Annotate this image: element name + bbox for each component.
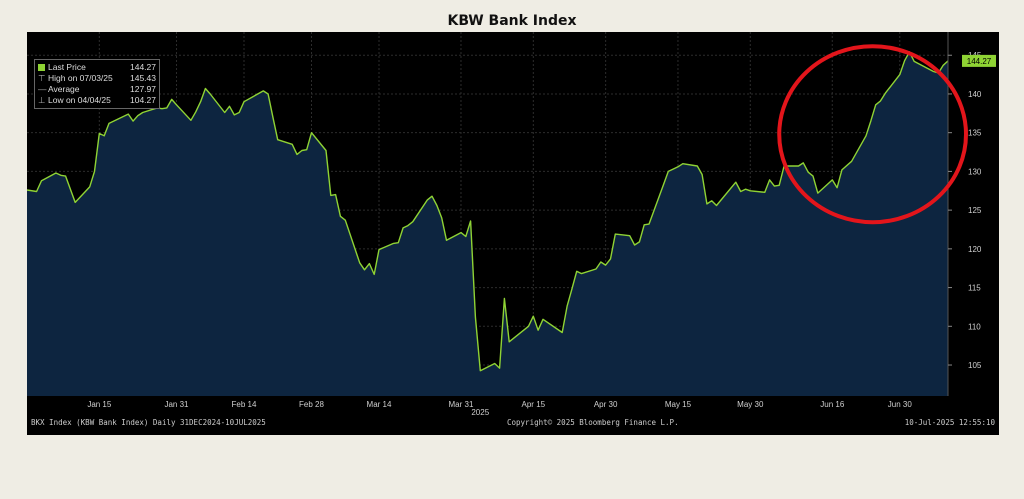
footer-index-info: BKX Index (KBW Bank Index) Daily 31DEC20… (31, 418, 266, 427)
x-tick-label: Feb 14 (232, 400, 257, 409)
low-marker-icon: ⊥ (38, 95, 46, 105)
y-tick-label: 135 (968, 129, 982, 138)
x-tick-label: Jan 31 (164, 400, 189, 409)
chart-legend: Last Price 144.27 ⊤ High on 07/03/25 145.… (34, 59, 160, 109)
high-marker-icon: ⊤ (38, 73, 46, 83)
last-price-tag-label: 144.27 (967, 57, 992, 66)
legend-low: ⊥ Low on 04/04/25 104.27 (38, 95, 156, 106)
price-area (27, 51, 948, 397)
chart-svg: Jan 15 Jan 31 Feb 14 Feb 28 Mar 14 Mar 31 Apr … (27, 32, 996, 417)
x-tick-label: May 30 (737, 400, 764, 409)
legend-low-label: Low on 04/04/25 (48, 95, 111, 105)
y-tick-label: 115 (968, 284, 981, 293)
legend-average: — Average 127.97 (38, 84, 156, 95)
y-tick-label: 110 (968, 322, 981, 331)
footer-timestamp: 10-Jul-2025 12:55:10 (904, 418, 995, 427)
y-tick-label: 120 (968, 245, 982, 254)
legend-low-value: 104.27 (130, 95, 156, 105)
x-tick-label: Jun 30 (888, 400, 913, 409)
chart-title: KBW Bank Index (447, 13, 577, 29)
x-tick-label: Jun 16 (820, 400, 845, 409)
legend-last-price: Last Price 144.27 (38, 62, 156, 73)
x-year-label: 2025 (471, 408, 489, 417)
legend-last-price-label: Last Price (48, 62, 86, 72)
legend-high-label: High on 07/03/25 (48, 73, 113, 83)
y-tick-label: 140 (968, 90, 982, 99)
chart-panel: Jan 15 Jan 31 Feb 14 Feb 28 Mar 14 Mar 31 Apr … (27, 32, 999, 435)
legend-high-value: 145.43 (130, 73, 156, 83)
x-tick-label: May 15 (665, 400, 692, 409)
legend-average-label: Average (48, 84, 80, 94)
average-marker-icon: — (38, 84, 47, 94)
y-tick-label: 130 (968, 167, 982, 176)
annotation-ellipse (777, 44, 968, 225)
x-tick-label: Jan 15 (87, 400, 112, 409)
x-tick-label: Mar 31 (449, 400, 474, 409)
legend-last-price-value: 144.27 (130, 62, 156, 72)
footer-copyright: Copyright© 2025 Bloomberg Finance L.P. (507, 418, 679, 427)
x-tick-label: Mar 14 (367, 400, 392, 409)
y-tick-label: 125 (968, 206, 982, 215)
x-tick-label: Apr 15 (522, 400, 546, 409)
last-price-swatch-icon (38, 64, 45, 72)
price-line (27, 51, 949, 372)
x-tick-label: Apr 30 (594, 400, 618, 409)
y-tick-label: 105 (968, 361, 982, 370)
x-tick-label: Feb 28 (299, 400, 324, 409)
last-price-tag (962, 54, 996, 67)
legend-average-value: 127.97 (130, 84, 156, 94)
legend-high: ⊤ High on 07/03/25 145.43 (38, 73, 156, 84)
